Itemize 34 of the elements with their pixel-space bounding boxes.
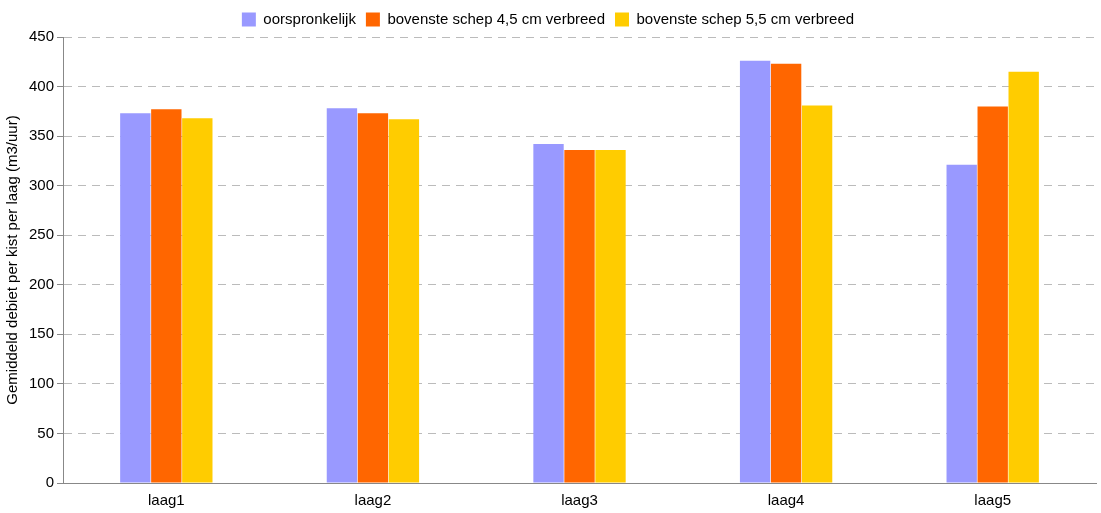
bar [946,164,977,483]
y-tick-label: 200 [29,274,55,292]
y-tick-label: 450 [29,27,55,45]
legend-label: oorspronkelijk [263,9,357,27]
x-tick-label: laag2 [354,491,392,509]
x-tick-label: laag4 [767,491,805,509]
bar [595,149,626,483]
bar [151,109,182,483]
x-tick-label: laag5 [974,491,1012,509]
bar [770,63,802,483]
bar [326,108,358,483]
bar [182,118,213,483]
y-tick-label: 0 [45,473,55,491]
y-tick-label: 350 [29,126,55,144]
legend-label: bovenste schep 5,5 cm verbreed [636,9,855,27]
y-tick-label: 400 [29,76,55,94]
bar [564,149,595,483]
x-tick-label: laag3 [561,491,598,509]
y-tick-label: 150 [29,324,55,342]
y-tick-label: 50 [37,423,55,441]
bar [120,113,151,483]
bar [357,113,389,483]
bar [388,119,420,483]
y-tick-label: 300 [29,175,55,193]
bar [533,144,564,483]
bar [1008,71,1039,483]
bar [801,105,833,483]
bar [977,106,1008,483]
y-axis-title: Gemiddeld debiet per kist per laag (m3/uur) [3,115,21,405]
y-tick-label: 100 [29,374,55,392]
y-tick-label: 250 [29,225,55,243]
legend-label: bovenste schep 4,5 cm verbreed [387,9,606,27]
bar [739,60,771,483]
x-tick-label: laag1 [147,491,185,509]
